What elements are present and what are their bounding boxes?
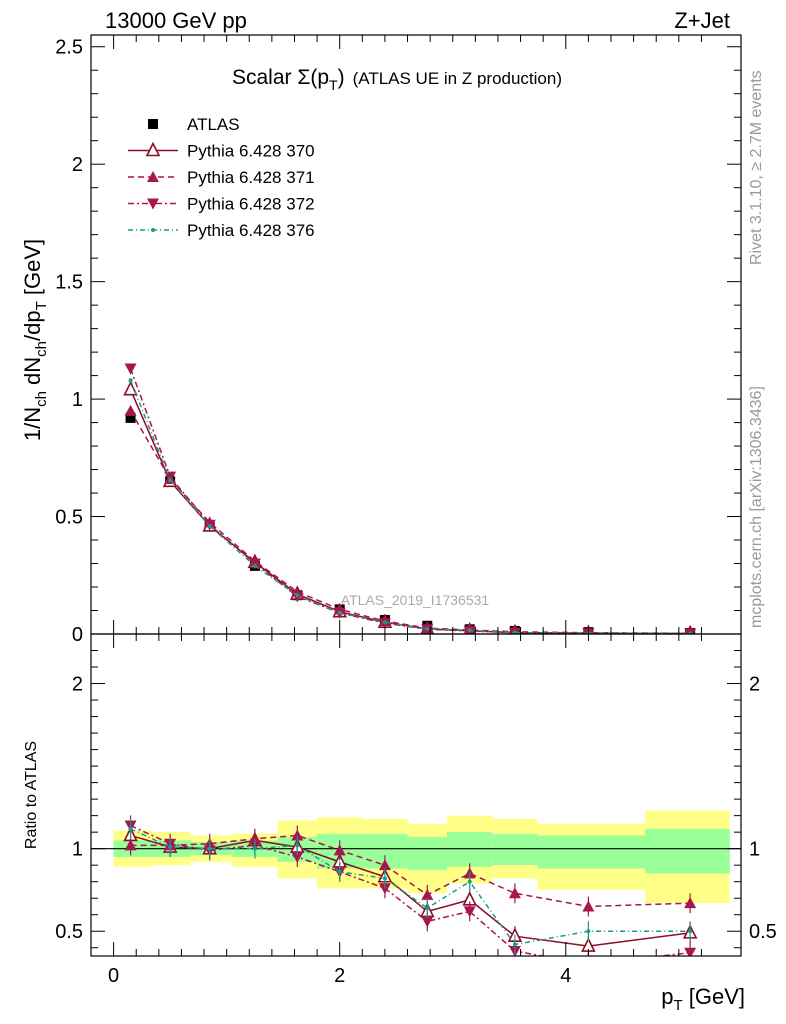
main-point-p376-5 [337,610,342,615]
ratio-ytick-label-r: 0.5 [749,921,777,943]
ratio-point-p371-5 [333,844,346,856]
ratio-point-p376-3 [252,846,257,851]
main-point-p376-1 [168,478,173,483]
ratio-point-p376-2 [207,846,212,851]
main-point-p371-0 [124,404,137,416]
ratio-xtick-label: 4 [560,965,571,987]
mcplots-label: mcplots.cern.ch [arXiv:1306.3436] [748,386,765,628]
ratio-point-p376-6 [382,876,387,881]
rivet-label: Rivet 3.1.10, ≥ 2.7M events [748,70,765,265]
band-inner-8 [447,832,493,867]
ratio-line-p371 [130,834,691,908]
main-point-p372-0 [124,363,137,375]
band-inner-9 [492,833,538,866]
main-ytick-label: 2.5 [55,37,83,59]
ratio-line-p376 [130,828,691,946]
main-point-p376-9 [512,630,517,634]
band-inner-10 [537,835,645,869]
ratio-point-p371-9 [508,887,521,899]
ratio-point-p376-4 [295,843,300,848]
ratio-point-p372-11 [684,947,697,956]
main-ytick-label: 1.5 [55,272,83,294]
ratio-ytick-label: 2 [72,674,83,696]
ratio-line-p372 [130,824,691,956]
main-ytick-label: 1 [72,389,83,411]
main-point-p376-0 [128,378,133,383]
main-point-atlas-0 [125,412,136,423]
ratio-point-p376-8 [467,879,472,884]
legend-label-p371: Pythia 6.428 371 [187,168,315,187]
main-ytick-label: 0 [72,624,83,646]
ratio-point-p371-10 [582,900,595,912]
ratio-point-p376-1 [168,845,173,850]
ratio-point-p376-7 [425,906,430,911]
ratio-point-p376-9 [512,942,517,947]
ratio-xlabel: pT [GeV] [661,984,745,1014]
ratio-ytick-label-r: 1 [749,839,760,861]
ratio-point-p371-0 [124,839,137,851]
ratio-frame [90,633,742,957]
legend-label-p372: Pythia 6.428 372 [187,195,315,214]
main-point-p376-4 [295,593,300,598]
legend-marker-p372 [147,198,159,210]
main-point-p372-11 [684,628,697,634]
ratio-xtick-label: 2 [334,965,345,987]
ratio-point-p372-8 [463,906,476,918]
main-title: Scalar Σ(pT) (ATLAS UE in Z production) [232,66,562,93]
main-point-p376-7 [425,626,430,631]
main-line-p371 [129,410,691,634]
legend-marker-atlas [148,119,158,129]
header-right: Z+Jet [674,8,730,33]
ratio-point-p372-6 [378,883,391,895]
ratio-ytick-label: 1 [72,839,83,861]
ratio-point-p372-7 [421,916,434,928]
legend-label-p370: Pythia 6.428 370 [187,142,315,161]
legend-marker-p370 [145,141,161,157]
ratio-point-p376-0 [128,826,133,831]
band-inner-7 [407,837,448,871]
ratio-plot: 0.5 0.5 1 1 2 2 0 2 4 [55,633,777,987]
legend-marker-p376 [151,228,155,232]
legend-label-p376: Pythia 6.428 376 [187,221,315,240]
ratio-point-p376-5 [337,869,342,874]
main-ytick-label: 0.5 [55,507,83,529]
ratio-ytick-label-r: 2 [749,674,760,696]
ratio-ylabel: Ratio to ATLAS [23,741,40,849]
main-data [123,363,697,634]
ratio-point-p376-10 [586,929,591,934]
ratio-point-p376-11 [688,929,693,934]
main-plot: 0 0.5 1 1.5 2 2.5 Scalar Σ(pT) (ATLAS UE in Z p… [55,34,742,646]
ratio-point-p372-4 [291,851,304,863]
legend-marker-p371 [147,171,159,182]
main-point-p376-8 [467,628,472,633]
main-point-p376-3 [252,563,257,568]
watermark: ATLAS_2019_I1736531 [341,592,490,608]
band-inner-11 [644,828,730,874]
ratio-point-p371-11 [684,897,697,909]
main-ylabel: 1/Nch dNch/dpT [GeV] [20,239,50,441]
main-point-p376-11 [688,631,693,634]
ratio-data [91,810,741,970]
ratio-point-p371-7 [421,888,434,900]
ratio-point-p372-10 [582,959,594,970]
ratio-point-p371-4 [291,829,304,841]
header-left: 13000 GeV pp [105,8,247,33]
main-line-p376 [129,380,691,634]
legend-label-atlas: ATLAS [187,115,240,134]
ratio-xtick-label: 0 [108,965,119,987]
main-ytick-label: 2 [72,154,83,176]
ratio-point-p371-6 [378,859,391,871]
main-point-p376-2 [207,523,212,528]
main-point-p376-6 [382,620,387,625]
ratio-ytick-label: 0.5 [55,921,83,943]
